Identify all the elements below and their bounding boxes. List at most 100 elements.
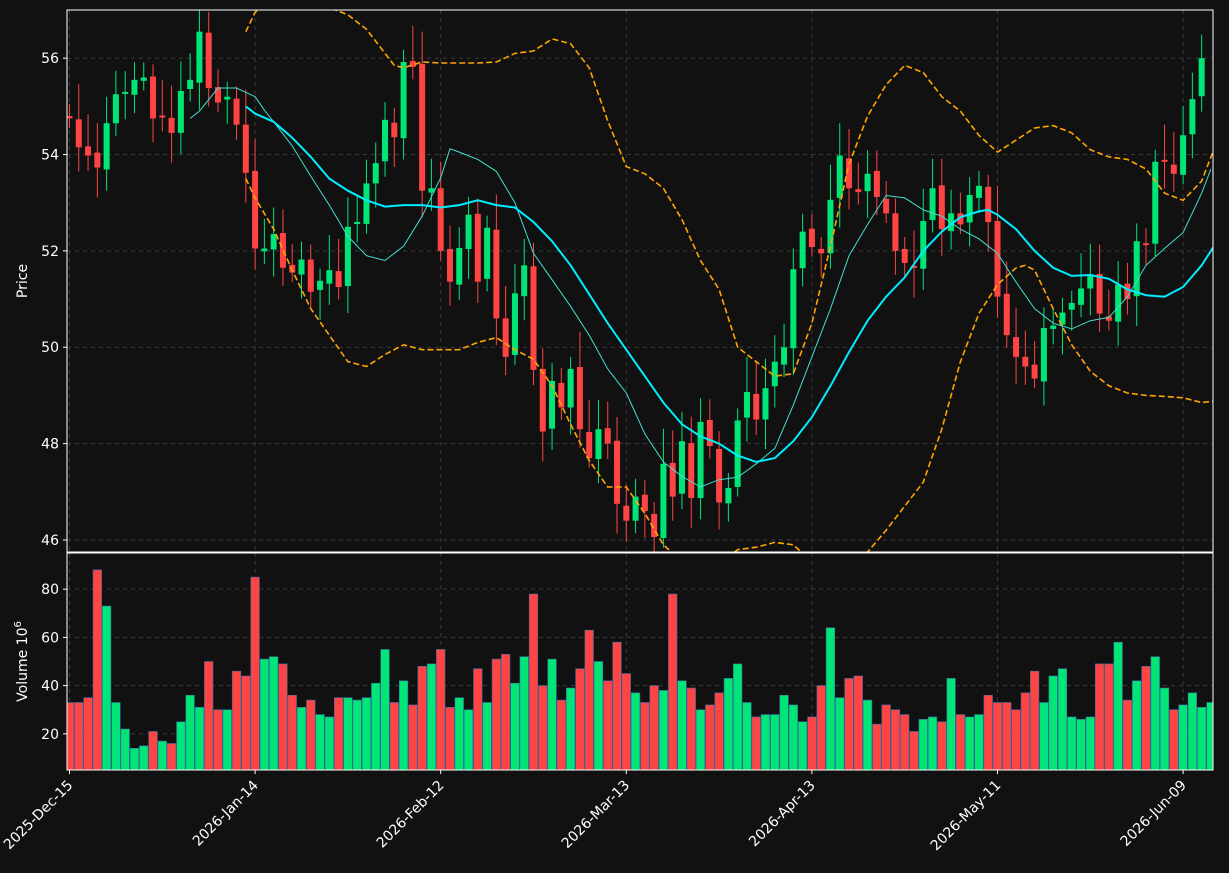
candle-up <box>827 199 834 254</box>
volume-bar <box>900 714 910 770</box>
volume-bar <box>417 666 427 770</box>
candle-up <box>549 380 556 429</box>
candle-down <box>150 76 157 119</box>
candle-up <box>762 388 769 420</box>
price-tick-label: 52 <box>41 244 59 260</box>
volume-bar <box>862 699 873 770</box>
volume-bar <box>343 697 353 770</box>
price-tick-label: 48 <box>41 437 59 453</box>
candle-up <box>771 361 778 387</box>
volume-bar <box>371 682 381 770</box>
candle-up <box>743 392 750 418</box>
volume-bar <box>1178 704 1188 770</box>
candle-up <box>326 270 333 284</box>
volume-bar <box>92 569 102 770</box>
moving-average-fast <box>189 87 1212 488</box>
volume-bar <box>1150 656 1160 770</box>
volume-bar <box>473 668 483 770</box>
volume-bar <box>630 692 641 770</box>
candle-down <box>883 198 890 214</box>
x-tick-label: 2026-Jan-14 <box>190 777 262 849</box>
candle-up <box>400 62 407 139</box>
volume-bar <box>528 593 539 770</box>
candle-up <box>122 91 129 94</box>
candle-up <box>1087 275 1094 289</box>
candle-down <box>1031 364 1038 379</box>
volume-bar <box>937 721 947 770</box>
candle-down <box>233 98 240 125</box>
candle-down <box>1105 316 1112 321</box>
volume-bar <box>296 707 307 770</box>
candle-down <box>892 213 899 251</box>
volume-bar <box>1048 675 1058 770</box>
candle-down <box>437 188 444 251</box>
candle-down <box>846 158 853 189</box>
volume-bar <box>445 707 455 770</box>
x-axis: 2025-Dec-15 2026-Jan-14 2026-Feb-12 2026-Ma… <box>1 770 1190 854</box>
volume-bar <box>807 716 817 770</box>
volume-bar <box>872 723 882 770</box>
volume-bar <box>166 743 177 770</box>
candle-down <box>651 513 658 538</box>
volume-bar <box>213 709 223 770</box>
volume-bar <box>334 697 344 770</box>
volume-bar <box>798 721 808 770</box>
candle-up <box>187 79 194 90</box>
x-tick-label: 2026-Mar-13 <box>559 778 633 852</box>
volume-bar <box>74 702 84 770</box>
candle-up <box>1180 135 1187 175</box>
price-axis-label: Price <box>15 264 31 298</box>
candle-up <box>363 183 370 224</box>
volume-bar <box>1011 709 1021 770</box>
volume-bar <box>269 656 279 770</box>
x-tick-label: 2026-Apr-13 <box>746 778 819 851</box>
candle-up <box>660 463 667 539</box>
volume-tick-label: 40 <box>41 679 59 695</box>
candle-down <box>1124 283 1131 300</box>
volume-bar <box>204 661 214 770</box>
volume-bar <box>1067 716 1077 770</box>
candle-up <box>678 441 685 494</box>
candle-up <box>1050 325 1057 329</box>
candle-up <box>382 119 389 162</box>
candle-up <box>196 31 203 83</box>
volume-bar <box>946 678 956 770</box>
volume-bar <box>148 731 158 770</box>
candle-down <box>419 63 426 191</box>
candle-down <box>159 115 166 118</box>
candle-up <box>521 265 528 297</box>
volume-bar <box>1094 663 1105 770</box>
candle-up <box>465 214 472 249</box>
volume-bar <box>352 699 362 770</box>
volume-bar <box>482 702 492 770</box>
candle-down <box>1003 293 1010 336</box>
candle-down <box>558 382 565 408</box>
volume-bar <box>760 714 771 770</box>
candle-down <box>957 213 964 225</box>
candle-down <box>808 228 815 248</box>
candle-down <box>75 119 82 148</box>
volume-bar <box>584 629 594 770</box>
price-tick-label: 54 <box>41 148 59 164</box>
bollinger-lower-band <box>245 178 1213 552</box>
candle-down <box>818 248 825 254</box>
volume-bar <box>287 694 297 770</box>
candle-down <box>446 248 453 282</box>
volume-bar <box>955 714 965 770</box>
candle-down <box>688 443 695 499</box>
volume-bar <box>259 658 269 770</box>
candle-down <box>67 115 73 119</box>
candle-up <box>1068 302 1075 310</box>
volume-bar <box>733 663 743 770</box>
volume-bar <box>120 728 130 770</box>
volume-bar <box>751 716 761 770</box>
volume-bar <box>129 747 140 770</box>
candle-up <box>836 155 843 198</box>
candle-up <box>567 368 574 408</box>
candle-down <box>901 248 908 263</box>
candle-up <box>372 163 379 184</box>
volume-bar <box>278 663 288 770</box>
price-panel-frame <box>66 9 1214 553</box>
volume-bar <box>102 605 112 770</box>
volume-bar <box>380 649 390 770</box>
